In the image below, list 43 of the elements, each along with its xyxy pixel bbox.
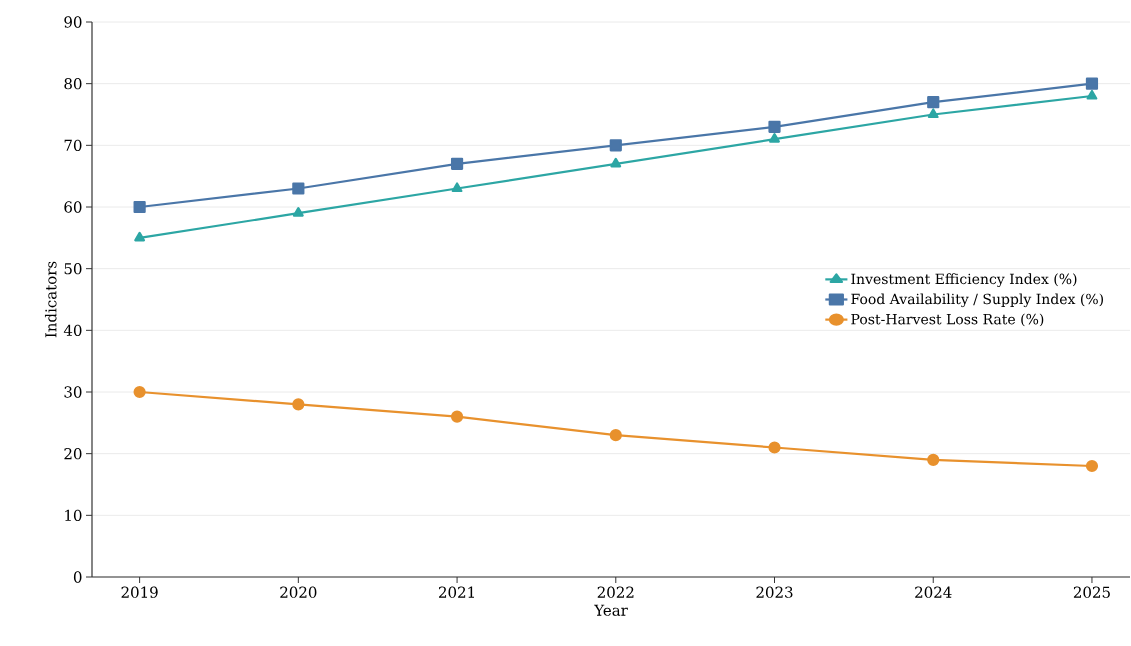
point [1085,77,1099,90]
legend-label: Food Availability / Supply Index (%) [851,293,1103,308]
y-axis-title: Indicators [44,261,57,338]
point [927,96,940,109]
legend-label: Post-Harvest Loss Rate (%) [851,313,1044,327]
y-tick-label: 60 [64,201,82,213]
point [610,157,622,168]
point [1085,459,1099,473]
y-tick-label: 30 [64,386,82,398]
point [292,207,304,217]
point [133,200,146,214]
y-tick-label: 70 [64,139,82,152]
y-tick-label: 80 [64,77,82,90]
point [768,441,781,454]
point [609,139,622,152]
point [133,385,146,399]
point [451,182,463,193]
x-tick-label: 2022 [597,586,634,598]
point [292,398,305,411]
point [1086,89,1098,100]
x-tick-label: 2024 [915,586,952,598]
x-tick-label: 2023 [756,586,793,598]
point [450,157,464,170]
y-tick-label: 0 [73,571,82,583]
legend-label: Investment Efficiency Index (%) [851,273,1077,288]
point [768,120,781,133]
point [609,429,622,442]
y-tick-label: 50 [64,262,82,275]
y-tick-label: 90 [64,16,82,28]
y-tick-label: 20 [64,447,82,460]
y-tick-label: 10 [65,509,82,522]
x-tick-label: 2020 [280,586,317,598]
point [134,231,146,242]
point [450,410,464,423]
point [769,133,780,143]
x-tick-label: 2019 [121,586,158,598]
x-axis-title: Year [594,604,628,616]
point [927,108,939,119]
x-tick-label: 2025 [1073,586,1110,598]
y-tick-label: 40 [63,324,82,337]
point [292,182,305,195]
point [927,453,940,466]
x-tick-label: 2021 [438,586,474,598]
